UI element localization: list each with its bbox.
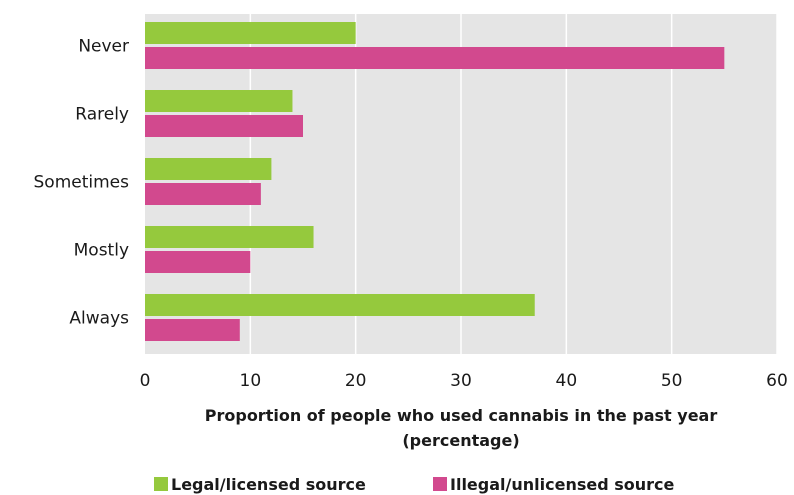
x-tick-label: 40 bbox=[556, 371, 578, 391]
bars bbox=[145, 22, 725, 341]
category-labels: Never Rarely Sometimes Mostly Always bbox=[34, 37, 130, 329]
legend-swatch-legal bbox=[154, 477, 168, 491]
x-axis-label-line1: Proportion of people who used cannabis i… bbox=[205, 406, 718, 425]
bar-legal-sometimes bbox=[145, 158, 272, 180]
bar-legal-mostly bbox=[145, 226, 314, 248]
legend: Legal/licensed source Illegal/unlicensed… bbox=[154, 475, 675, 494]
bar-legal-always bbox=[145, 294, 535, 316]
bar-illegal-never bbox=[145, 47, 725, 69]
legend-label-legal: Legal/licensed source bbox=[171, 475, 366, 494]
x-tick-label: 60 bbox=[766, 371, 788, 391]
x-axis-label-line2: (percentage) bbox=[402, 431, 519, 450]
category-label-mostly: Mostly bbox=[74, 241, 129, 261]
gridlines bbox=[249, 14, 778, 354]
legend-label-illegal: Illegal/unlicensed source bbox=[450, 475, 675, 494]
legend-swatch-illegal bbox=[433, 477, 447, 491]
category-label-always: Always bbox=[69, 309, 129, 329]
x-tick-label: 0 bbox=[140, 371, 151, 391]
category-label-sometimes: Sometimes bbox=[34, 173, 130, 193]
bar-illegal-mostly bbox=[145, 251, 251, 273]
bar-illegal-always bbox=[145, 319, 240, 341]
x-tick-labels: 0 10 20 30 40 50 60 bbox=[140, 371, 788, 391]
x-tick-label: 50 bbox=[661, 371, 683, 391]
x-tick-label: 30 bbox=[450, 371, 472, 391]
bar-legal-never bbox=[145, 22, 356, 44]
bar-illegal-rarely bbox=[145, 115, 303, 137]
x-tick-label: 10 bbox=[240, 371, 262, 391]
category-label-rarely: Rarely bbox=[75, 105, 129, 125]
bar-legal-rarely bbox=[145, 90, 293, 112]
x-tick-label: 20 bbox=[345, 371, 367, 391]
category-label-never: Never bbox=[78, 37, 129, 57]
bar-illegal-sometimes bbox=[145, 183, 261, 205]
